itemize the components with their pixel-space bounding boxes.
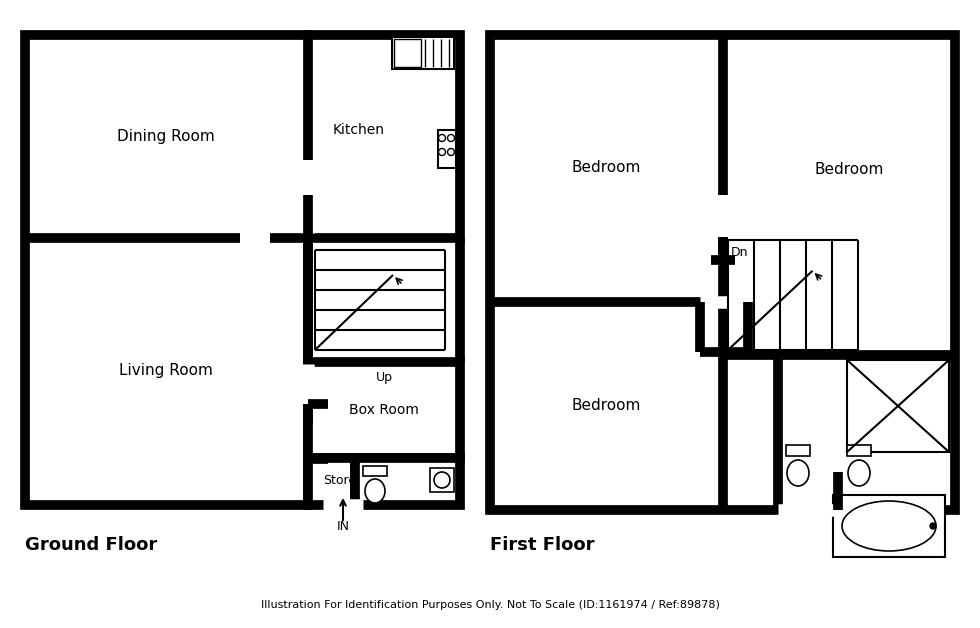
- Text: Up: Up: [375, 372, 393, 384]
- Text: Kitchen: Kitchen: [333, 123, 385, 137]
- Text: Box Room: Box Room: [349, 403, 418, 417]
- Bar: [833, 495, 945, 557]
- Text: Ground Floor: Ground Floor: [25, 536, 157, 554]
- Bar: [308, 362, 460, 458]
- Text: Dn: Dn: [731, 246, 749, 259]
- Bar: [308, 35, 460, 238]
- Bar: [430, 468, 454, 492]
- Text: Bedroom: Bedroom: [571, 399, 641, 413]
- Ellipse shape: [842, 501, 936, 551]
- Bar: [394, 39, 421, 67]
- Text: Living Room: Living Room: [119, 364, 213, 379]
- Text: Dining Room: Dining Room: [118, 129, 215, 144]
- Ellipse shape: [787, 460, 809, 486]
- Text: Bedroom: Bedroom: [814, 163, 884, 178]
- Ellipse shape: [365, 479, 385, 503]
- Text: Store: Store: [323, 474, 356, 487]
- Text: IN: IN: [336, 521, 350, 534]
- Bar: [847, 360, 949, 452]
- Text: First Floor: First Floor: [490, 536, 595, 554]
- Bar: [308, 458, 355, 505]
- Bar: [438, 130, 456, 168]
- Text: Bedroom: Bedroom: [571, 161, 641, 175]
- Circle shape: [930, 523, 936, 529]
- Bar: [25, 35, 308, 505]
- Bar: [355, 458, 460, 505]
- Bar: [490, 35, 955, 510]
- Text: Illustration For Identification Purposes Only. Not To Scale (ID:1161974 / Ref:89: Illustration For Identification Purposes…: [261, 600, 719, 610]
- Bar: [363, 466, 387, 476]
- Bar: [786, 445, 810, 456]
- Bar: [392, 37, 454, 69]
- Ellipse shape: [848, 460, 870, 486]
- Bar: [847, 445, 871, 456]
